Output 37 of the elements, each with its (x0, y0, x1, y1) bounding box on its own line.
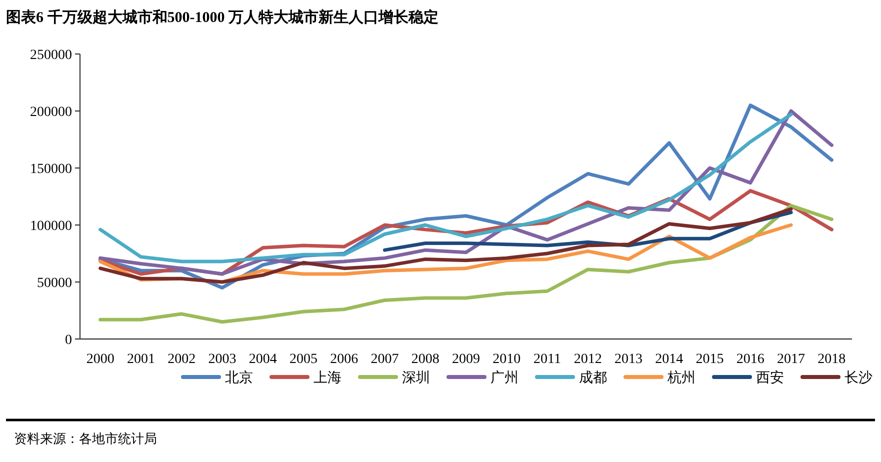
x-tick-label: 2013 (614, 352, 643, 367)
x-tick-label: 2004 (248, 352, 277, 367)
x-tick-label: 2009 (452, 352, 480, 367)
x-tick-label: 2007 (370, 352, 399, 367)
x-tick-label: 2016 (736, 352, 764, 367)
x-tick-label: 2017 (777, 352, 806, 367)
x-tick-label: 2002 (168, 352, 196, 367)
text: 资料来源：各地市统计局 (14, 432, 157, 447)
legend-label: 成都 (579, 370, 607, 386)
x-tick-label: 2001 (126, 352, 155, 367)
x-tick-label: 2012 (574, 352, 602, 367)
legend-label: 北京 (225, 370, 253, 386)
x-tick-label: 2005 (289, 352, 318, 367)
chart-title: 图表6 千万级超大城市和500-1000 万人特大城市新生人口增长稳定 (6, 8, 438, 26)
legend-label: 上海 (314, 370, 342, 386)
legend-label: 长沙 (844, 370, 872, 386)
x-tick-label: 2003 (208, 352, 236, 367)
y-tick-label: 200000 (30, 105, 72, 120)
y-tick-label: 0 (65, 333, 72, 348)
legend-label: 西安 (756, 370, 784, 386)
legend-label: 深圳 (402, 370, 430, 386)
x-tick-label: 2006 (330, 352, 358, 367)
x-tick-label: 2008 (411, 352, 440, 367)
y-tick-label: 50000 (37, 276, 72, 291)
x-tick-label: 2014 (655, 352, 684, 367)
y-tick-label: 150000 (30, 162, 72, 177)
x-tick-label: 2010 (492, 352, 521, 367)
y-tick-label: 250000 (30, 48, 72, 63)
line-series (98, 204, 834, 324)
x-tick-label: 2015 (696, 352, 724, 367)
y-tick-label: 100000 (30, 219, 72, 234)
legend-label: 杭州 (666, 370, 696, 386)
legend-label: 广州 (490, 370, 518, 386)
x-tick-label: 2018 (818, 352, 846, 367)
x-tick-label: 2011 (534, 352, 562, 367)
line-series (98, 207, 793, 284)
x-tick-label: 2000 (86, 352, 114, 367)
